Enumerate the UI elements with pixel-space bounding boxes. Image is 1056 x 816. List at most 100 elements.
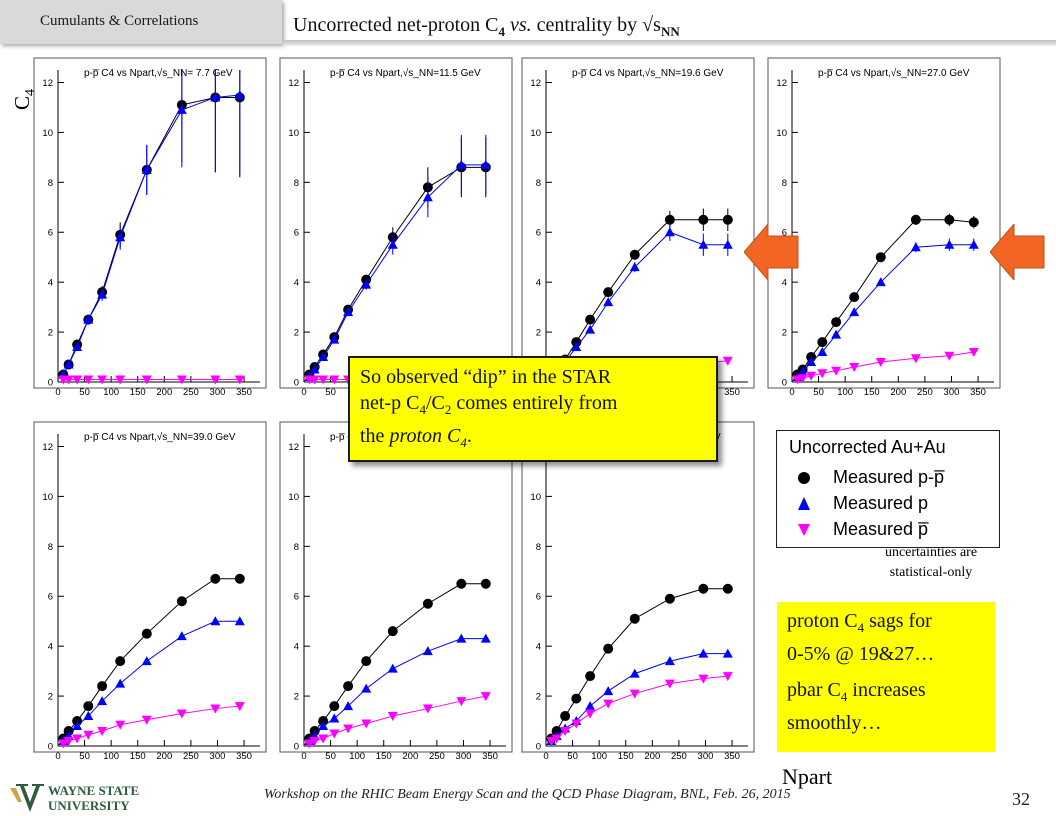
circle-marker — [722, 583, 733, 594]
series-line — [62, 96, 240, 375]
x-tick-label: 0 — [301, 387, 306, 398]
triangle-down-marker — [234, 375, 245, 385]
x-tick-label: 0 — [543, 751, 548, 762]
triangle-up-marker — [97, 696, 108, 706]
triangle-up-marker — [817, 347, 828, 357]
triangle-up-marker — [210, 92, 221, 102]
triangle-down-marker — [141, 375, 152, 385]
triangle-down-marker — [585, 709, 596, 719]
triangle-up-marker — [571, 342, 582, 352]
y-tick-label: 10 — [530, 492, 541, 503]
triangle-up-marker — [141, 164, 152, 174]
triangle-up-marker — [910, 242, 921, 252]
triangle-up-marker — [456, 159, 467, 169]
triangle-down-marker — [97, 375, 108, 385]
chart-title: p-p̅ C4 vs Npart,√s_NN=39.0 GeV — [84, 431, 236, 443]
x-tick-label: 350 — [236, 751, 252, 762]
triangle-down-marker — [722, 672, 733, 682]
triangle-down-marker — [83, 730, 94, 740]
y-tick-label: 4 — [48, 278, 53, 289]
triangle-down-marker — [910, 354, 921, 364]
circle-marker — [629, 249, 640, 260]
x-tick-label: 100 — [349, 751, 365, 762]
circle-marker — [176, 596, 187, 607]
chart-frame — [521, 57, 755, 389]
chart-frame — [33, 421, 267, 753]
x-tick-label: 300 — [698, 751, 714, 762]
triangle-down-marker — [309, 375, 320, 385]
circle-marker — [944, 214, 955, 225]
series-line — [308, 638, 486, 742]
x-tick-label: 250 — [183, 387, 199, 398]
triangle-up-marker — [234, 89, 245, 99]
triangle-up-marker — [343, 307, 354, 317]
circle-marker — [817, 337, 828, 348]
chart-62gev: p-p̅ C4 vs Npart,√s_NN=62.4 GeV050100150… — [279, 421, 513, 762]
circle-marker — [698, 214, 709, 225]
triangle-down-marker — [329, 375, 340, 385]
x-tick-label: 200 — [156, 751, 172, 762]
y-tick-label: 2 — [536, 692, 541, 703]
triangle-down-marker — [831, 366, 842, 376]
title-rule — [284, 40, 1056, 46]
section-tag: Cumulants & Correlations — [0, 0, 282, 44]
x-tick-label: 0 — [301, 751, 306, 762]
triangle-down-marker — [944, 351, 955, 361]
y-tick-label: 0 — [536, 742, 541, 753]
circle-marker — [629, 613, 640, 624]
y-tick-label: 6 — [536, 592, 541, 603]
triangle-up-marker — [806, 357, 817, 367]
triangle-down-marker-icon — [798, 524, 810, 536]
y-tick-label: 4 — [294, 642, 299, 653]
chart-title: p-p̅ C4 vs Npart,√s_NN=19.6 GeV — [572, 67, 724, 79]
summary-note: proton C4 sags for 0-5% @ 19&27… pbar C4 … — [777, 602, 995, 752]
triangle-down-marker — [329, 729, 340, 739]
chart-frame — [33, 57, 267, 389]
arrow-left-icon — [990, 224, 1045, 280]
y-tick-label: 10 — [42, 492, 53, 503]
y-tick-label: 2 — [536, 328, 541, 339]
circle-marker — [97, 681, 108, 692]
y-tick-label: 10 — [776, 128, 787, 139]
x-tick-label: 50 — [567, 751, 578, 762]
series-line — [550, 588, 728, 739]
circle-marker — [722, 214, 733, 225]
triangle-up-marker — [629, 668, 640, 678]
legend-title: Uncorrected Au+Au — [789, 437, 946, 457]
triangle-up-marker — [603, 686, 614, 696]
series-line — [796, 244, 974, 378]
triangle-down-marker — [304, 739, 315, 749]
x-tick-label: 50 — [325, 387, 336, 398]
arrow-left-icon — [744, 224, 799, 280]
triangle-down-marker — [83, 375, 94, 385]
x-tick-label: 300 — [944, 387, 960, 398]
y-tick-label: 12 — [42, 78, 53, 89]
triangle-down-marker — [63, 737, 74, 747]
series-line — [63, 705, 240, 744]
triangle-up-marker — [722, 239, 733, 249]
triangle-down-marker — [387, 712, 398, 722]
triangle-up-marker — [722, 648, 733, 658]
triangle-down-marker — [115, 720, 126, 730]
triangle-up-marker — [83, 711, 94, 721]
uncertainty-note: uncertainties are statistical-only — [884, 545, 978, 580]
x-tick-label: 200 — [890, 387, 906, 398]
triangle-down-marker — [560, 727, 571, 737]
triangle-up-marker — [585, 324, 596, 334]
y-tick-label: 0 — [294, 742, 299, 753]
circle-marker — [480, 578, 491, 589]
x-tick-label: 300 — [210, 751, 226, 762]
x-tick-label: 0 — [55, 387, 60, 398]
circle-marker — [83, 701, 94, 712]
circle-marker — [603, 287, 614, 298]
triangle-up-marker — [797, 367, 808, 377]
triangle-down-marker — [664, 679, 675, 689]
triangle-down-marker — [817, 369, 828, 379]
x-tick-label: 150 — [130, 751, 146, 762]
y-tick-label: 8 — [536, 542, 541, 553]
triangle-up-marker — [141, 656, 152, 666]
triangle-up-marker — [422, 192, 433, 202]
triangle-up-marker — [97, 289, 108, 299]
triangle-down-marker — [722, 356, 733, 366]
triangle-down-marker — [318, 734, 329, 744]
